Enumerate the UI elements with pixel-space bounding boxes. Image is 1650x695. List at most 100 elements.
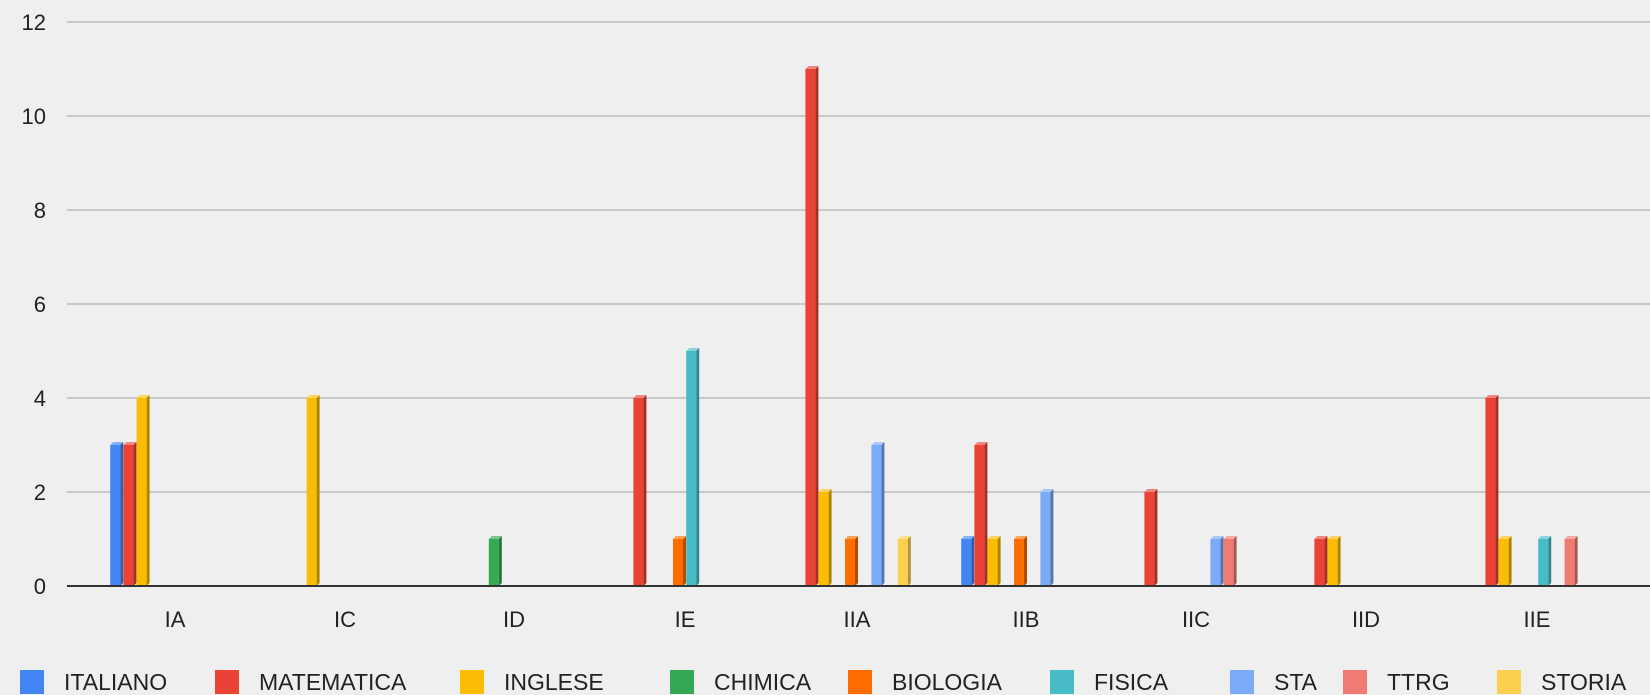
- bar-front: [805, 69, 816, 586]
- bar-top: [1314, 536, 1328, 539]
- bar: [805, 66, 819, 586]
- legend-item: TTRG: [1343, 669, 1450, 695]
- bar: [987, 536, 1001, 586]
- bar: [686, 348, 700, 586]
- bar-front: [1498, 539, 1509, 586]
- bar: [961, 536, 975, 586]
- legend-label: STA: [1274, 669, 1318, 695]
- bar-top: [974, 442, 988, 445]
- legend-item: STA: [1230, 669, 1318, 695]
- bar-front: [1040, 492, 1051, 586]
- bars: [110, 66, 1578, 586]
- y-tick-label: 2: [34, 480, 46, 505]
- legend-item: BIOLOGIA: [848, 669, 1003, 695]
- bar-front: [818, 492, 829, 586]
- bar-top: [136, 395, 150, 398]
- bar: [1327, 536, 1341, 586]
- legend: ITALIANO MATEMATICA INGLESE CHIMICA BIOLOGIA…: [20, 669, 1627, 695]
- bar-side: [997, 536, 1001, 586]
- bar-side: [855, 536, 858, 586]
- bar-side: [683, 536, 686, 586]
- bar-side: [120, 442, 124, 586]
- bar-side: [971, 536, 975, 586]
- bar-front: [974, 445, 985, 586]
- bar-side: [1324, 536, 1328, 586]
- y-tick-label: 8: [34, 198, 46, 223]
- bar-top: [1014, 536, 1027, 539]
- bar-front: [686, 351, 697, 586]
- bar-front: [306, 398, 317, 586]
- legend-label: BIOLOGIA: [892, 669, 1003, 695]
- bar-side: [1495, 395, 1499, 586]
- bar-top: [488, 536, 502, 539]
- bar-top: [673, 536, 686, 539]
- bar-side: [643, 395, 647, 586]
- bar-front: [845, 539, 855, 586]
- bar-side: [984, 442, 988, 586]
- bar-side: [1154, 489, 1158, 586]
- bar: [1498, 536, 1512, 586]
- bar: [633, 395, 647, 586]
- legend-swatch: [20, 670, 44, 694]
- bar-top: [1040, 489, 1054, 492]
- bar: [1223, 536, 1237, 586]
- bar-side: [133, 442, 137, 586]
- bar: [1314, 536, 1328, 586]
- bar-side: [1024, 536, 1027, 586]
- legend-item: STORIA: [1497, 669, 1627, 695]
- bar: [974, 442, 988, 586]
- legend-swatch: [1497, 670, 1521, 694]
- x-category-label: IID: [1352, 607, 1380, 632]
- bar-front: [1327, 539, 1338, 586]
- bar-side: [1050, 489, 1054, 586]
- bar-front: [633, 398, 644, 586]
- bar: [818, 489, 832, 586]
- y-tick-label: 12: [22, 10, 46, 35]
- bar-front: [136, 398, 147, 586]
- x-category-label: ID: [503, 607, 525, 632]
- bar-top: [897, 536, 911, 539]
- x-category-label: IIC: [1182, 607, 1210, 632]
- bar-side: [881, 442, 885, 586]
- legend-label: INGLESE: [504, 669, 604, 695]
- bar-top: [633, 395, 647, 398]
- bar-side: [828, 489, 832, 586]
- bar-top: [805, 66, 819, 69]
- x-category-label: IC: [334, 607, 356, 632]
- bar-front: [488, 539, 499, 586]
- bar-side: [1220, 536, 1224, 586]
- bar-front: [1223, 539, 1234, 586]
- bar: [897, 536, 911, 586]
- legend-label: TTRG: [1387, 669, 1450, 695]
- bar: [1210, 536, 1224, 586]
- bar-front: [1485, 398, 1496, 586]
- bar: [123, 442, 137, 586]
- x-category-label: IA: [165, 607, 186, 632]
- legend-item: CHIMICA: [670, 669, 812, 695]
- bar: [488, 536, 502, 586]
- bar: [1485, 395, 1499, 586]
- bar-side: [907, 536, 911, 586]
- bar-top: [686, 348, 700, 351]
- bar-front: [123, 445, 134, 586]
- bar: [1014, 536, 1027, 586]
- legend-swatch: [1230, 670, 1254, 694]
- bar-front: [1014, 539, 1024, 586]
- legend-swatch: [1050, 670, 1074, 694]
- y-tick-label: 6: [34, 292, 46, 317]
- legend-swatch: [848, 670, 872, 694]
- legend-label: STORIA: [1541, 669, 1627, 695]
- x-axis-categories: IA IC ID IE IIA IIB IIC IID IIE: [165, 607, 1551, 632]
- legend-item: ITALIANO: [20, 669, 167, 695]
- y-tick-label: 4: [34, 386, 46, 411]
- legend-label: ITALIANO: [64, 669, 167, 695]
- bar-top: [1564, 536, 1578, 539]
- bar-side: [1337, 536, 1341, 586]
- bar: [1538, 536, 1552, 586]
- legend-item: FISICA: [1050, 669, 1169, 695]
- bar-top: [306, 395, 320, 398]
- bar: [845, 536, 858, 586]
- y-tick-label: 10: [22, 104, 46, 129]
- bar-side: [1548, 536, 1552, 586]
- bar: [673, 536, 686, 586]
